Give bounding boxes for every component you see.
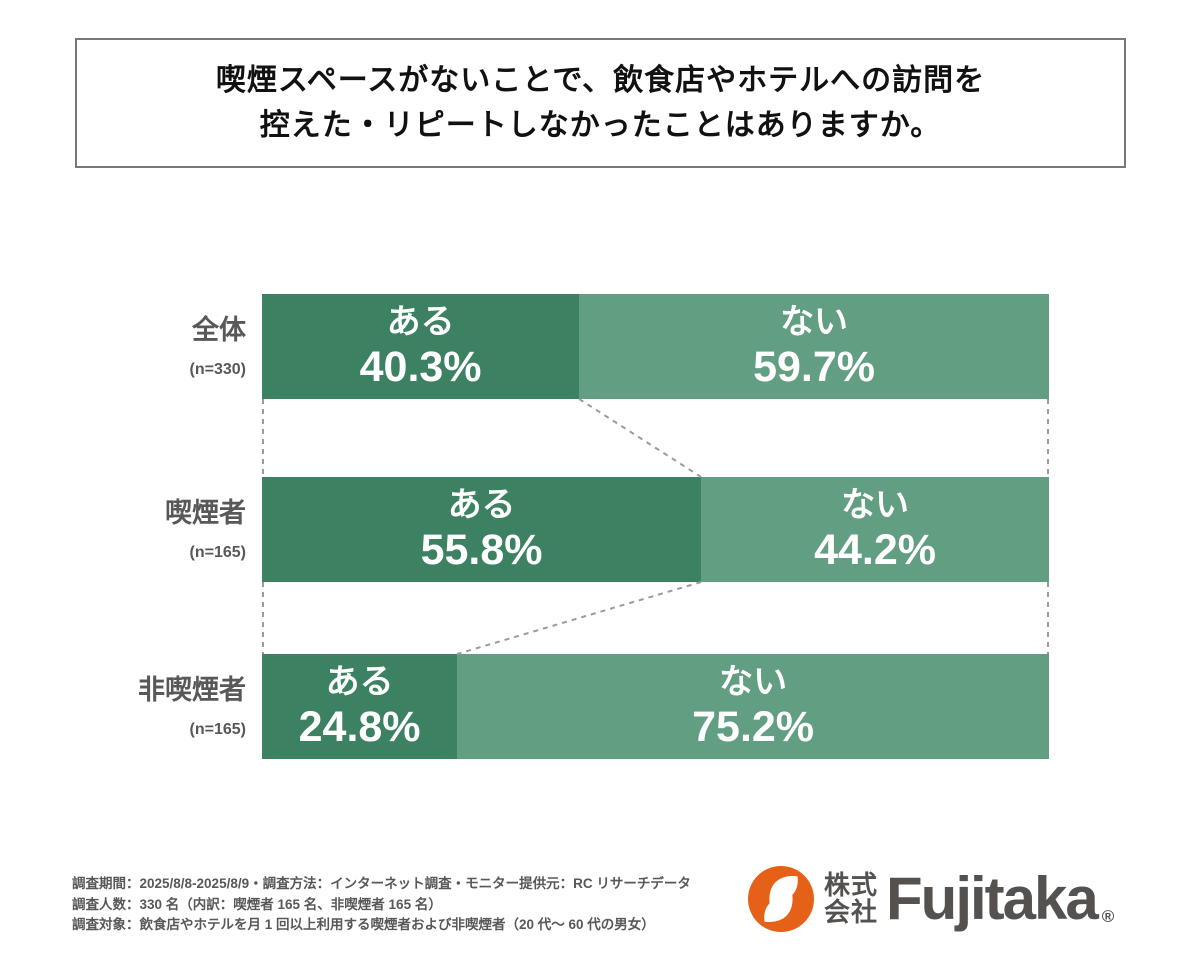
- segment-answer-label: ない: [841, 485, 910, 524]
- title-box: 喫煙スペースがないことで、飲食店やホテルへの訪問を 控えた・リピートしなかったこ…: [75, 38, 1126, 168]
- survey-metadata: 調査期間：2025/8/8-2025/8/9・調査方法：インターネット調査・モニ…: [72, 874, 691, 936]
- segment-yes: ある 55.8%: [262, 477, 702, 582]
- survey-target-line: 調査対象：飲食店やホテルを月 1 回以上利用する喫煙者および非喫煙者（20 代〜…: [72, 917, 655, 932]
- stacked-bar: ある 40.3% ない 59.7%: [262, 294, 1049, 399]
- survey-period-line: 調査期間：2025/8/8-2025/8/9・調査方法：インターネット調査・モニ…: [72, 876, 691, 891]
- segment-answer-label: ある: [325, 662, 394, 701]
- stacked-bar: ある 55.8% ない 44.2%: [262, 477, 1049, 582]
- survey-question-line1: 喫煙スペースがないことで、飲食店やホテルへの訪問を: [215, 64, 986, 97]
- row-label-all: 全体 (n=330): [72, 294, 262, 399]
- segment-yes: ある 24.8%: [262, 654, 458, 759]
- segment-percent-value: 44.2%: [814, 525, 937, 574]
- company-type-line2: 会社: [824, 897, 879, 927]
- bar-row-nonsmokers: 非喫煙者 (n=165) ある 24.8% ない 75.2%: [72, 654, 1049, 759]
- segment-answer-label: ない: [780, 302, 849, 341]
- bar-row-smokers: 喫煙者 (n=165) ある 55.8% ない 44.2%: [72, 477, 1049, 582]
- bar-row-all: 全体 (n=330) ある 40.3% ない 59.7%: [72, 294, 1049, 399]
- segment-answer-label: ある: [386, 302, 455, 341]
- sample-size-label: (n=330): [189, 360, 246, 378]
- survey-question-line2: 控えた・リピートしなかったことはありますか。: [259, 109, 942, 142]
- segment-percent-value: 24.8%: [298, 702, 421, 751]
- survey-bar-chart: 全体 (n=330) ある 40.3% ない 59.7% 喫煙者 (n=165): [72, 294, 1049, 759]
- company-type-label: 株式 会社: [824, 872, 878, 926]
- group-label: 全体: [192, 314, 246, 345]
- row-label-nonsmokers: 非喫煙者 (n=165): [72, 654, 262, 759]
- registered-trademark-symbol: ®: [1101, 907, 1115, 926]
- group-label: 非喫煙者: [138, 674, 246, 705]
- segment-percent-value: 40.3%: [359, 342, 482, 391]
- segment-no: ない 44.2%: [701, 477, 1049, 582]
- segment-percent-value: 55.8%: [420, 525, 543, 574]
- segment-yes: ある 40.3%: [262, 294, 580, 399]
- segment-answer-label: ある: [447, 485, 516, 524]
- segment-answer-label: ない: [719, 662, 788, 701]
- survey-sample-line: 調査人数：330 名（内訳：喫煙者 165 名、非喫煙者 165 名）: [72, 896, 442, 912]
- row-label-smokers: 喫煙者 (n=165): [72, 477, 262, 582]
- segment-no: ない 59.7%: [579, 294, 1049, 399]
- brand-wordmark: Fujitaka: [886, 865, 1099, 932]
- group-label: 喫煙者: [165, 497, 246, 528]
- fujitaka-logo: 株式 会社 Fujitaka ®: [748, 866, 1114, 932]
- sample-size-label: (n=165): [189, 720, 246, 738]
- brand-name: Fujitaka ®: [886, 866, 1114, 932]
- segment-percent-value: 59.7%: [753, 342, 876, 391]
- segment-percent-value: 75.2%: [692, 702, 815, 751]
- sample-size-label: (n=165): [189, 543, 246, 561]
- fujitaka-leaf-icon: [748, 866, 814, 932]
- segment-no: ない 75.2%: [457, 654, 1049, 759]
- stacked-bar: ある 24.8% ない 75.2%: [262, 654, 1049, 759]
- company-type-line1: 株式: [824, 870, 879, 900]
